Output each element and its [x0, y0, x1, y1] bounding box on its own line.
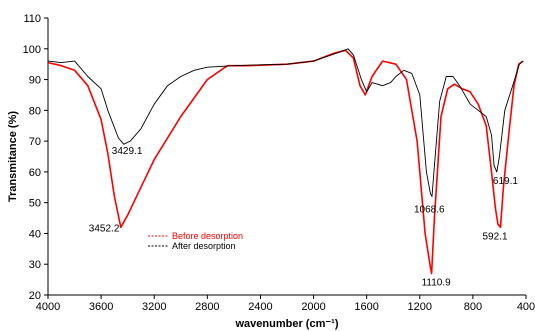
- x-tick-label: 3600: [89, 301, 113, 313]
- peak-label: 1068.6: [414, 205, 445, 216]
- y-tick-label: 50: [29, 198, 41, 210]
- y-tick-label: 80: [29, 105, 41, 117]
- x-tick-label: 3200: [142, 301, 166, 313]
- series-line-0: [47, 49, 524, 275]
- x-tick-label: 800: [464, 301, 482, 313]
- x-tick-label: 2400: [248, 301, 272, 313]
- y-tick-label: 90: [29, 75, 41, 87]
- peak-label: 1110.9: [422, 278, 452, 289]
- peak-label: 3452.2: [89, 223, 120, 234]
- x-tick-label: 4000: [36, 301, 60, 313]
- legend-entry-0: Before desorption: [172, 231, 243, 241]
- peak-label: 3429.1: [112, 146, 143, 157]
- y-tick-label: 20: [29, 290, 41, 302]
- y-tick-label: 70: [29, 136, 41, 148]
- x-tick-label: 1600: [354, 301, 378, 313]
- y-tick-label: 60: [29, 167, 41, 179]
- series-layer: [47, 48, 524, 275]
- x-tick-label: 2000: [301, 301, 325, 313]
- x-tick-label: 2800: [195, 301, 219, 313]
- x-axis-label: wavenumber (cm⁻¹): [235, 318, 339, 330]
- x-tick-label: 400: [517, 301, 535, 313]
- peak-label: 619.1: [493, 176, 518, 187]
- legend-entry-1: After desorption: [172, 241, 236, 251]
- x-tick-label: 1200: [408, 301, 432, 313]
- y-tick-label: 110: [23, 13, 41, 25]
- y-tick-label: 40: [29, 228, 41, 240]
- y-tick-label: 100: [23, 44, 41, 56]
- annotations: 3429.1 3452.2 1068.6 1110.9 619.1 592.1: [89, 146, 519, 288]
- axes: 20 30 40 50 60 70 80 90 100 110 4000 3600 3200 2800 24…: [23, 13, 535, 313]
- series-line-1: [47, 48, 524, 197]
- peak-label: 592.1: [483, 231, 508, 242]
- y-tick-label: 30: [29, 259, 41, 271]
- y-axis-label: Transmitance (%): [7, 111, 19, 202]
